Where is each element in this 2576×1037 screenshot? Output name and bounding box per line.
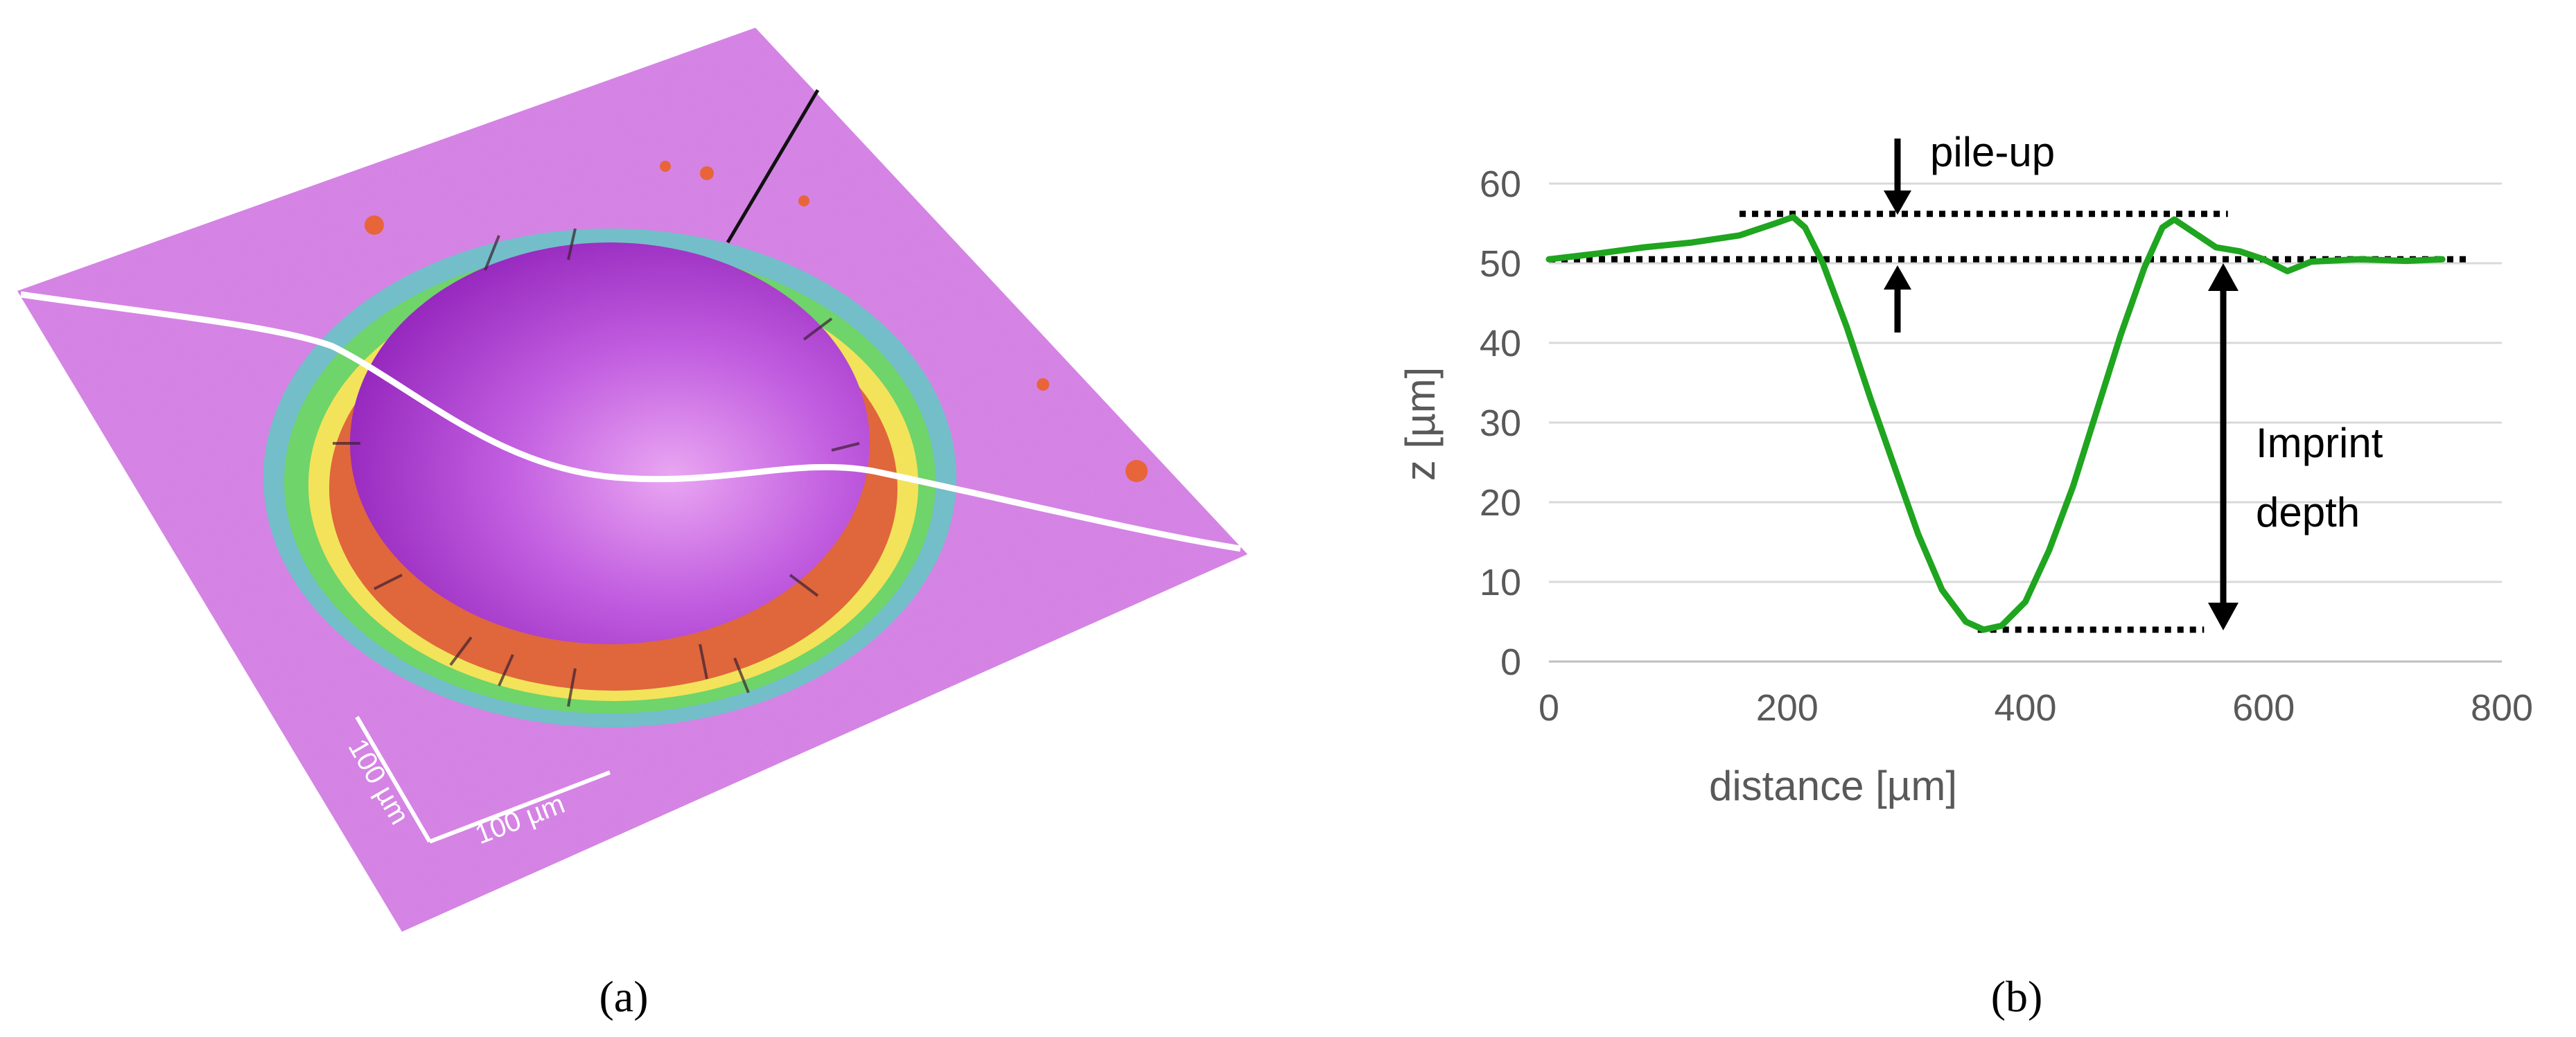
series-line-profile — [1545, 213, 2446, 633]
surface-topography-image: 100 µm 100 µm — [17, 28, 1247, 932]
x-tick-400: 400 — [1994, 687, 2056, 729]
y-tick-30: 30 — [1480, 402, 1521, 444]
gridlines — [1549, 182, 2502, 663]
pile-up-arrows — [1884, 139, 1911, 333]
profile-line — [20, 291, 1241, 552]
crater — [350, 242, 870, 644]
x-tick-200: 200 — [1756, 687, 1819, 729]
y-tick-0: 0 — [1500, 641, 1521, 683]
scale-bars — [355, 716, 611, 844]
imprint-depth-arrow — [2208, 263, 2238, 630]
x-tick-0: 0 — [1539, 687, 1559, 729]
imprint-depth-label-line1: Imprint — [2256, 420, 2383, 466]
x-tick-600: 600 — [2232, 687, 2295, 729]
pile-up-label: pile-up — [1930, 129, 2055, 175]
y-tick-20: 20 — [1480, 482, 1521, 524]
y-tick-50: 50 — [1480, 243, 1521, 285]
x-tick-800: 800 — [2471, 687, 2533, 729]
y-tick-10: 10 — [1480, 562, 1521, 603]
rim-cracks — [333, 228, 860, 707]
y-tick-40: 40 — [1480, 323, 1521, 364]
imprint-depth-label-line2: depth — [2256, 489, 2360, 535]
pointer-line — [726, 89, 820, 244]
y-tick-labels: 0 10 20 30 40 50 60 — [1480, 163, 1521, 683]
panel-a-caption: (a) — [599, 972, 648, 1021]
y-tick-60: 60 — [1480, 163, 1521, 205]
x-axis-title: distance [µm] — [1709, 763, 1957, 809]
profile-chart: 0 10 20 30 40 50 60 0 200 400 600 800 distance [µm… — [1397, 129, 2533, 809]
x-tick-labels: 0 200 400 600 800 — [1539, 687, 2533, 729]
panel-b-caption: (b) — [1991, 972, 2043, 1021]
y-axis-title: z [µm] — [1397, 367, 1444, 481]
debris-particles — [365, 161, 1148, 482]
